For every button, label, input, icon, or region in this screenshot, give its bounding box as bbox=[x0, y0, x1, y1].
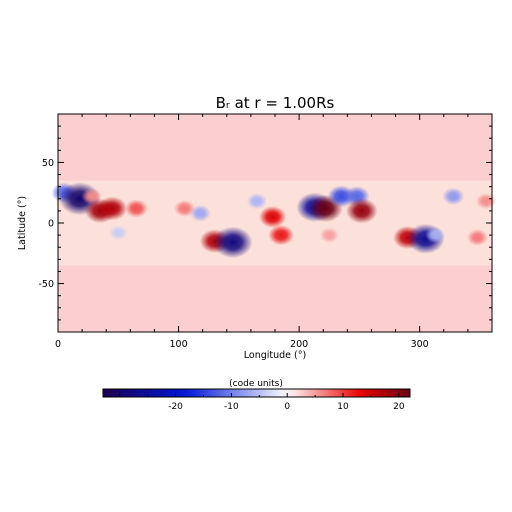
heatmap-feature-18 bbox=[345, 198, 378, 224]
x-tick-label: 0 bbox=[55, 339, 61, 350]
x-axis: 0 100 200 300 bbox=[55, 114, 493, 350]
y-tick-label: -50 bbox=[38, 279, 54, 290]
colorbar-label: (code units) bbox=[229, 379, 283, 389]
chart-title: Bᵣ at r = 1.00Rs bbox=[216, 94, 335, 112]
colorbar-ticks: -20 -10 0 10 20 bbox=[119, 393, 405, 412]
heatmap-feature-6 bbox=[124, 199, 148, 218]
colorbar-tick-label: 10 bbox=[337, 402, 349, 412]
field-features bbox=[51, 180, 497, 266]
heatmap-feature-19 bbox=[319, 227, 339, 243]
colorbar-tick-label: -10 bbox=[224, 402, 239, 412]
heatmap-feature-25 bbox=[475, 193, 497, 210]
heatmap-plot bbox=[51, 114, 497, 332]
heatmap-feature-10 bbox=[213, 226, 253, 259]
colorbar-tick-label: 0 bbox=[284, 402, 290, 412]
heatmap-feature-23 bbox=[442, 187, 465, 206]
x-tick-label: 100 bbox=[169, 339, 187, 350]
heatmap-feature-5 bbox=[109, 225, 128, 241]
heatmap-feature-12 bbox=[258, 206, 287, 228]
heatmap-feature-24 bbox=[466, 229, 489, 246]
y-tick-label: 0 bbox=[48, 219, 54, 230]
x-axis-label: Longitude (°) bbox=[244, 350, 306, 361]
colorbar-tick-label: 20 bbox=[393, 402, 405, 412]
heatmap-feature-13 bbox=[268, 224, 294, 246]
y-tick-label: 50 bbox=[42, 158, 54, 169]
heatmap-feature-8 bbox=[189, 204, 211, 222]
heatmap-feature-4 bbox=[97, 196, 128, 221]
heatmap-feature-11 bbox=[246, 193, 268, 210]
y-axis-label: Latitude (°) bbox=[17, 196, 28, 250]
y-axis: 50 0 -50 bbox=[38, 113, 492, 333]
colorbar-tick-label: -20 bbox=[168, 402, 183, 412]
colorbar bbox=[102, 388, 411, 398]
x-tick-label: 200 bbox=[290, 339, 308, 350]
x-tick-label: 300 bbox=[411, 339, 429, 350]
heatmap-feature-22 bbox=[425, 227, 446, 244]
